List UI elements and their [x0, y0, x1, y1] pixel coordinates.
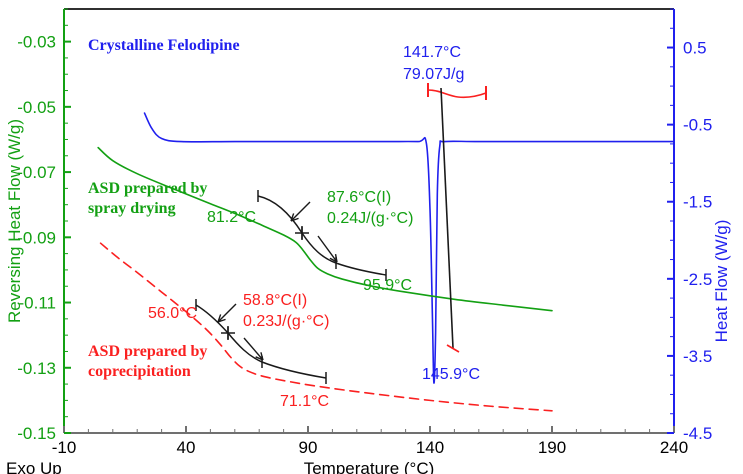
- tg-analysis-overlay: [257, 190, 387, 281]
- annotation-end-71: 71.1°C: [280, 393, 329, 410]
- annotation-crystalline-label: Crystalline Felodipine: [88, 37, 240, 54]
- right-tick-label: -0.5: [683, 116, 712, 135]
- annotation-spray-label-line2: spray drying: [88, 200, 176, 217]
- annotation-melt-onset: 141.7°C: [403, 44, 461, 61]
- series-line: [143, 112, 675, 384]
- annotation-mid-87: 87.6°C(I): [327, 189, 391, 206]
- annotation-dcp-red: 0.23J/(g·°C): [243, 313, 329, 330]
- x-tick-label: 240: [660, 438, 688, 457]
- annotation-melt-enthalpy: 79.07J/g: [403, 66, 464, 83]
- series-line: [99, 242, 553, 412]
- annotation-mid-58: 58.8°C(I): [243, 292, 307, 309]
- annotation-end-95: 95.9°C: [363, 277, 412, 294]
- x-axis-title: Temperature (°C): [304, 459, 435, 474]
- x-tick-label: 90: [299, 438, 318, 457]
- right-tick-label: -4.5: [683, 424, 712, 443]
- right-tick-label: -1.5: [683, 193, 712, 212]
- left-tick-label: -0.11: [19, 294, 57, 313]
- x-tick-label: -10: [52, 438, 77, 457]
- right-tick-label: -2.5: [683, 270, 712, 289]
- annotation-onset-81: 81.2°C: [207, 209, 256, 226]
- x-tick-label: 40: [177, 438, 196, 457]
- annotation-coprecip-label-line2: coprecipitation: [88, 363, 191, 380]
- melting-integration-baseline: [427, 83, 487, 353]
- annotation-dcp-green: 0.24J/(g·°C): [327, 210, 413, 227]
- annotation-coprecip-label-line1: ASD prepared by: [88, 343, 207, 360]
- right-tick-label: 0.5: [683, 39, 707, 58]
- x-tick-label: 190: [538, 438, 566, 457]
- x-tick-label: 140: [416, 438, 444, 457]
- left-tick-label: -0.13: [17, 359, 56, 378]
- series-line: [97, 146, 553, 312]
- annotation-melt-peak: 145.9°C: [422, 366, 480, 383]
- left-tick-label: -0.05: [17, 98, 56, 117]
- left-axis-title: Reversing Heat Flow (W/g): [5, 119, 24, 323]
- left-tick-label: -0.07: [17, 163, 56, 182]
- left-tick-label: -0.15: [17, 424, 56, 443]
- left-tick-label: -0.03: [17, 33, 56, 52]
- tg-analysis-overlay: [195, 299, 327, 384]
- exo-up-note: Exo Up: [6, 459, 62, 474]
- annotation-spray-label-line1: ASD prepared by: [88, 180, 207, 197]
- right-axis-title: Heat Flow (W/g): [712, 220, 731, 343]
- left-tick-label: -0.09: [17, 228, 56, 247]
- right-tick-label: -3.5: [683, 347, 712, 366]
- annotation-onset-56: 56.0°C: [148, 305, 197, 322]
